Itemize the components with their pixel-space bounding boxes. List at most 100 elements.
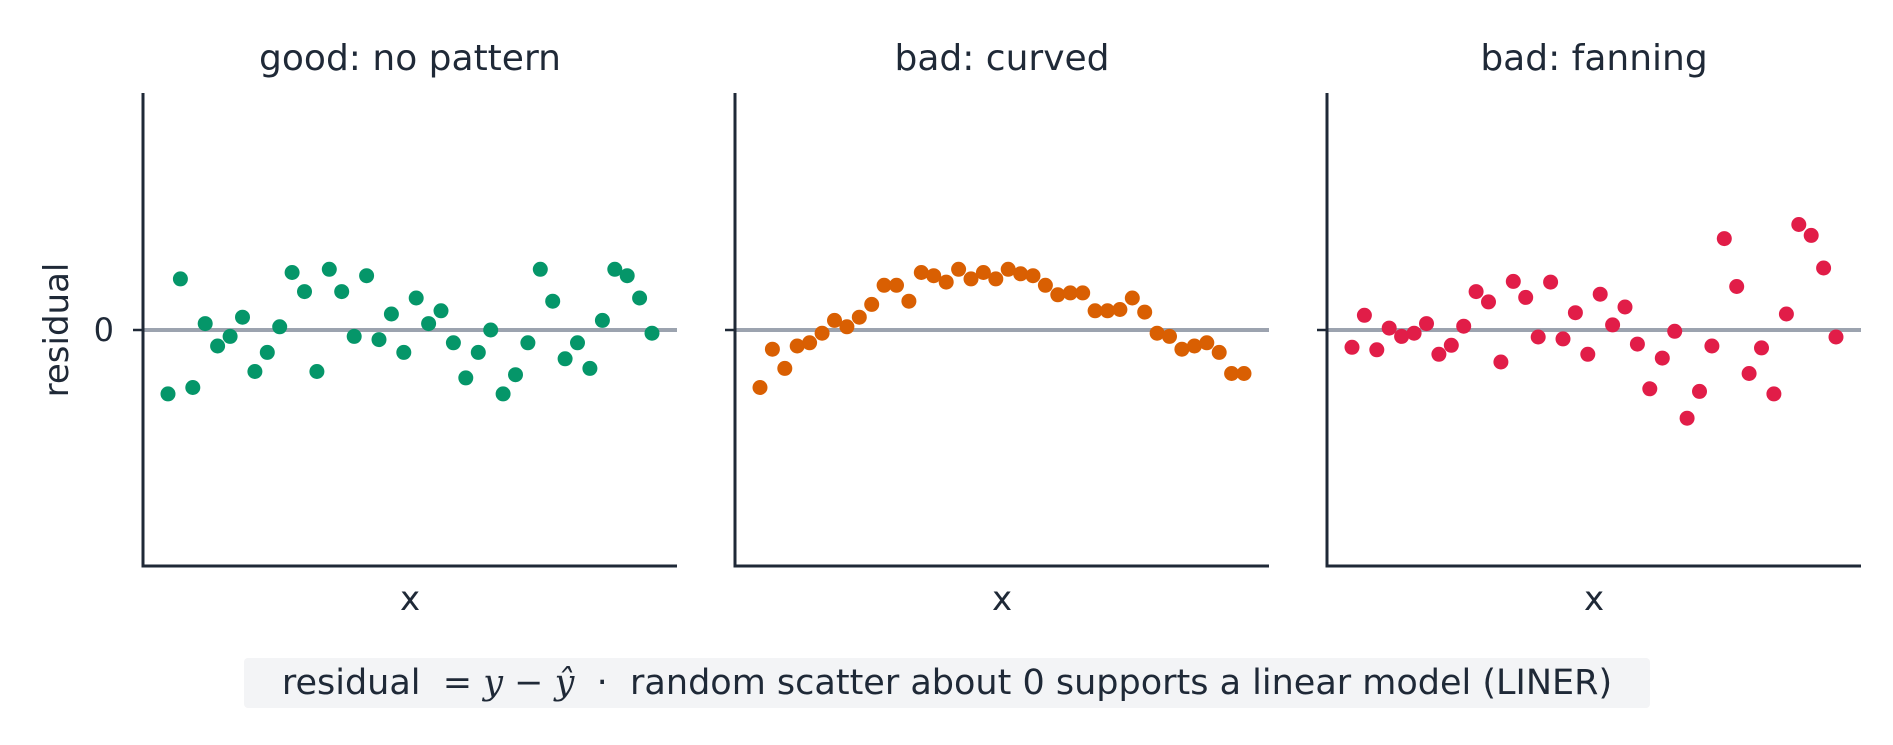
scatter-point [901,293,917,309]
scatter-point [1356,307,1372,323]
scatter-point [1555,331,1571,347]
scatter-point [309,364,325,379]
scatter-point [582,360,598,376]
scatter-point [1000,261,1016,277]
scatter-point [408,290,424,306]
scatter-point [371,332,387,348]
scatter-point [632,290,648,306]
scatter-point [1381,320,1397,336]
caption-formula: = y − ŷ [442,663,575,703]
scatter-point [557,351,573,367]
scatter-point [1211,344,1227,360]
scatter-point [483,322,499,338]
scatter-point [520,335,536,351]
scatter-point [172,271,188,287]
scatter-point [1654,350,1670,366]
caption-box: residual = y − ŷ · random scatter about … [244,658,1650,708]
axes-spine [733,93,1269,568]
scatter-point [1692,383,1707,399]
scatter-point [619,268,635,284]
scatter-point [1112,302,1128,317]
caption-separator: · [596,663,608,703]
scatter-point [396,344,412,360]
scatter-point [185,380,201,395]
scatter-point [545,293,561,309]
scatter-point [495,386,511,402]
scatter-point [1137,304,1153,320]
caption-prefix: residual [281,663,421,703]
scatter-point [1543,274,1559,290]
scatter-point [1729,279,1745,294]
scatter-point [1186,338,1202,354]
scatter-point [1394,328,1410,344]
scatter-point [1224,366,1240,381]
scatter-point [1518,289,1534,305]
scatter-point [1605,317,1621,333]
scatter-points [752,261,1252,395]
scatter-point [889,277,904,293]
panel-title: bad: fanning [1480,38,1707,79]
panel-curved: bad: curved x [725,38,1269,619]
scatter-point [644,325,660,341]
scatter-point [975,265,991,280]
scatter-point [1791,217,1807,232]
scatter-point [160,386,176,402]
axes-spine [1325,93,1861,568]
scatter-point [1766,386,1782,402]
scatter-point [777,360,793,376]
scatter-point [433,303,449,319]
scatter-point [988,271,1004,287]
scatter-points [160,261,660,402]
scatter-point [1468,284,1484,300]
panel-fanning: bad: fanning x [1317,38,1861,619]
scatter-point [1667,323,1683,339]
scatter-point [1443,337,1459,353]
scatter-point [1124,290,1140,306]
x-axis-label: x [992,579,1012,619]
scatter-point [1592,286,1608,302]
scatter-point [235,309,250,325]
scatter-point [1716,231,1732,247]
scatter-point [827,312,842,328]
scatter-point [297,284,312,300]
scatter-point [1567,305,1583,321]
scatter-point [913,265,929,280]
scatter-point [789,338,805,354]
scatter-point [1431,346,1447,362]
scatter-point [864,296,880,312]
scatter-point [1062,285,1078,301]
scatter-point [1162,328,1177,344]
scatter-point [1174,341,1190,357]
scatter-point [1778,306,1794,322]
scatter-point [1025,268,1041,284]
scatter-point [247,364,263,379]
scatter-point [1741,366,1757,381]
scatter-point [1803,227,1819,243]
scatter-point [284,265,300,280]
scatter-point [1505,273,1521,289]
axes-spine [141,93,677,568]
y-tick-label: 0 [94,311,114,349]
scatter-point [1369,342,1385,358]
panel-title: bad: curved [894,38,1109,79]
scatter-point [1050,287,1066,303]
scatter-point [1149,325,1165,341]
scatter-point [839,319,855,335]
scatter-point [926,268,942,284]
scatter-point [458,370,474,386]
scatter-point [508,367,523,383]
scatter-point [272,319,288,335]
scatter-point [1617,299,1633,315]
x-axis-label: x [400,579,420,619]
panel-title: good: no pattern [259,38,561,79]
scatter-point [1481,294,1496,310]
scatter-point [532,261,548,277]
scatter-point [1013,266,1029,282]
scatter-point [851,309,867,325]
scatter-point [938,274,954,290]
scatter-point [1642,381,1658,397]
scatter-point [470,344,486,360]
scatter-point [421,316,437,332]
scatter-point [1816,260,1832,276]
